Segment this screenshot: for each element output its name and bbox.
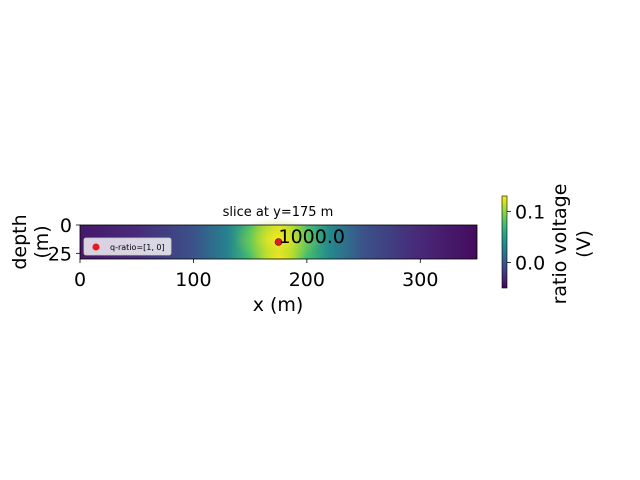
data-point bbox=[274, 238, 283, 246]
chart-title: slice at y=175 m bbox=[223, 205, 334, 220]
y-axis-ticks: 025 bbox=[48, 215, 80, 265]
legend: q-ratio=[1, 0] bbox=[83, 237, 172, 256]
y-axis-label: depth(m) bbox=[9, 214, 53, 269]
plot-frame bbox=[79, 224, 478, 260]
colorbar-tick-label: 0.0 bbox=[515, 252, 545, 274]
colorbar-scale bbox=[501, 195, 508, 289]
x-axis-ticks: 0 100 200 300 bbox=[74, 259, 438, 291]
colorbar: 0.0 0.1 ratio voltage (V) bbox=[501, 184, 595, 305]
legend-marker bbox=[92, 243, 100, 251]
point-annotation: 1000.0 bbox=[279, 226, 345, 248]
data-points: 1000.0 bbox=[274, 226, 345, 248]
legend-box bbox=[83, 237, 172, 256]
x-tick-label: 100 bbox=[175, 269, 211, 291]
y-tick-label: 25 bbox=[48, 243, 72, 265]
colorbar-label: ratio voltage (V) bbox=[549, 184, 595, 305]
y-tick-label: 0 bbox=[60, 215, 72, 237]
x-axis-label: x (m) bbox=[253, 294, 304, 316]
x-tick-label: 200 bbox=[289, 269, 325, 291]
colorbar-tick-label: 0.1 bbox=[515, 201, 545, 223]
legend-label: q-ratio=[1, 0] bbox=[110, 243, 165, 252]
x-tick-label: 300 bbox=[402, 269, 438, 291]
colorbar-ticks: 0.0 0.1 bbox=[507, 201, 545, 274]
x-tick-label: 0 bbox=[74, 269, 86, 291]
